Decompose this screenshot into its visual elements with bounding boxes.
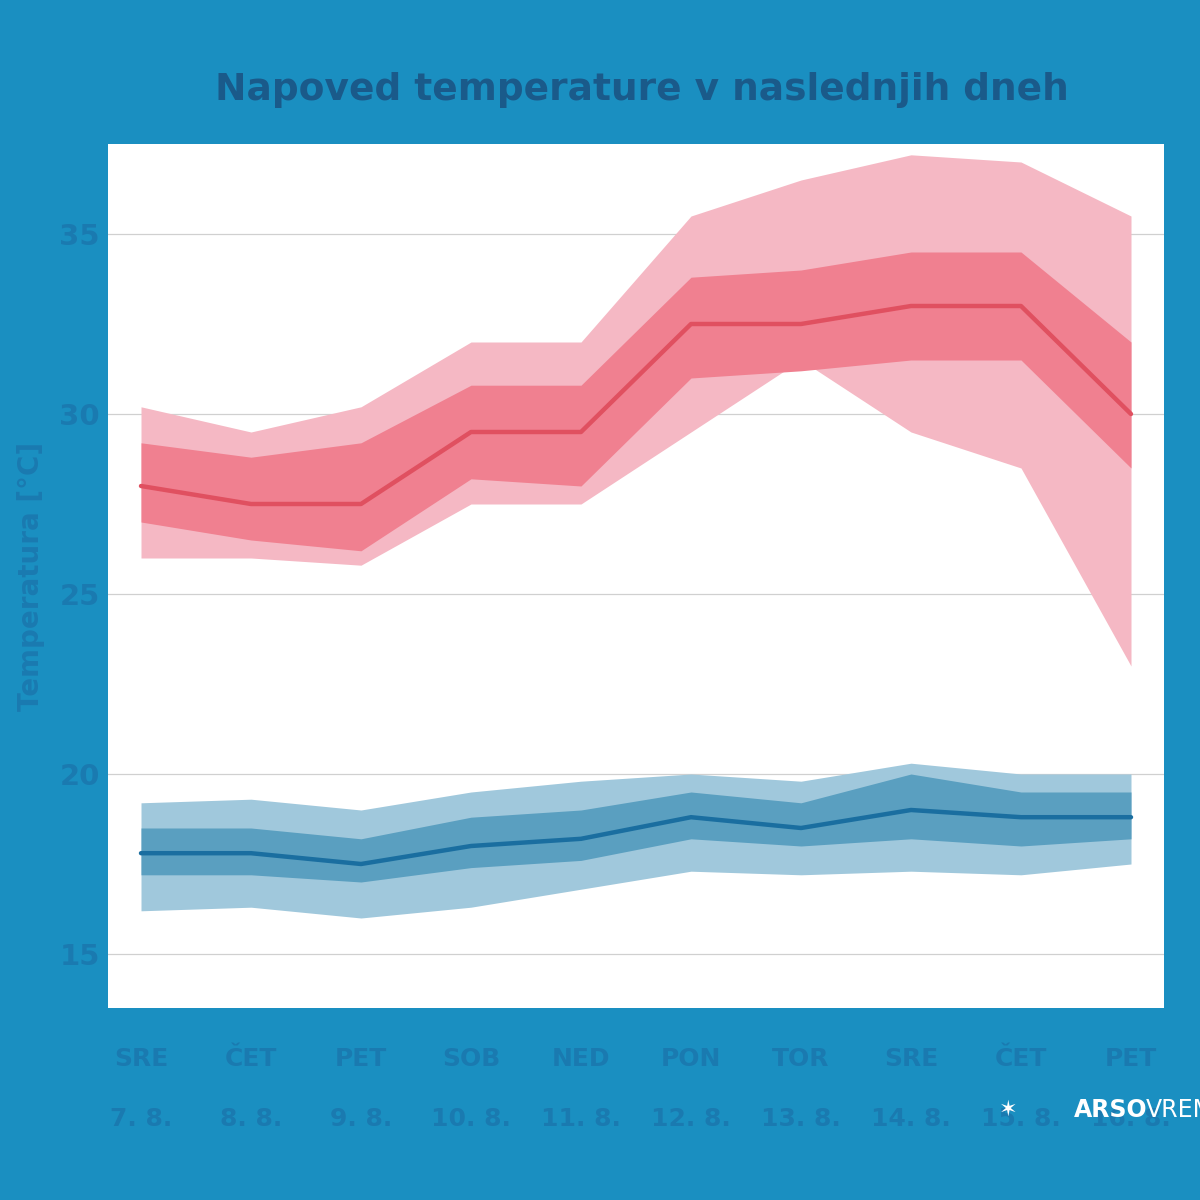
- Text: 13. 8.: 13. 8.: [761, 1108, 841, 1132]
- Text: 16. 8.: 16. 8.: [1091, 1108, 1171, 1132]
- Text: 9. 8.: 9. 8.: [330, 1108, 392, 1132]
- Text: SOB: SOB: [442, 1046, 500, 1070]
- Text: PON: PON: [661, 1046, 721, 1070]
- Text: TOR: TOR: [773, 1046, 829, 1070]
- Text: ČET: ČET: [224, 1046, 277, 1070]
- Text: 8. 8.: 8. 8.: [220, 1108, 282, 1132]
- Text: ARSO: ARSO: [1074, 1098, 1147, 1122]
- Text: 15. 8.: 15. 8.: [982, 1108, 1061, 1132]
- Text: 14. 8.: 14. 8.: [871, 1108, 950, 1132]
- Text: ✶: ✶: [998, 1100, 1018, 1120]
- Text: SRE: SRE: [114, 1046, 168, 1070]
- Text: 7. 8.: 7. 8.: [110, 1108, 172, 1132]
- Text: VREME: VREME: [1146, 1098, 1200, 1122]
- Text: ČET: ČET: [995, 1046, 1048, 1070]
- Text: SRE: SRE: [884, 1046, 938, 1070]
- Text: Napoved temperature v naslednjih dneh: Napoved temperature v naslednjih dneh: [215, 72, 1069, 108]
- Text: PET: PET: [335, 1046, 388, 1070]
- Text: PET: PET: [1105, 1046, 1157, 1070]
- Text: 11. 8.: 11. 8.: [541, 1108, 620, 1132]
- Y-axis label: Temperatura [°C]: Temperatura [°C]: [17, 442, 46, 710]
- Text: 12. 8.: 12. 8.: [652, 1108, 731, 1132]
- Text: 10. 8.: 10. 8.: [431, 1108, 511, 1132]
- Text: NED: NED: [552, 1046, 611, 1070]
